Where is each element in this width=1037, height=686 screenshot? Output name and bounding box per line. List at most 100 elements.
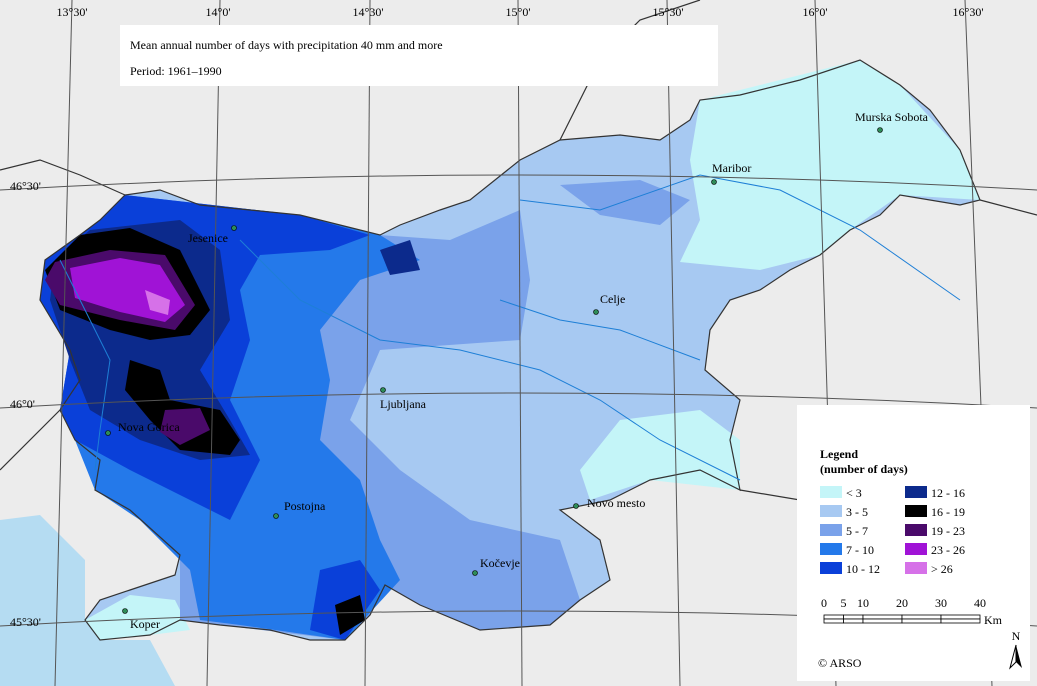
scale-bar: 0 5 10 20 30 40 Km <box>821 596 1003 627</box>
city-label: Kočevje <box>480 556 520 570</box>
region <box>125 360 240 455</box>
scale-tick-label: 10 <box>857 596 869 610</box>
legend-swatch <box>820 543 842 555</box>
river <box>499 299 701 361</box>
city-label: Koper <box>130 617 160 631</box>
legend-label: > 26 <box>931 562 953 576</box>
region <box>160 408 210 445</box>
city-marker <box>472 570 478 576</box>
legend-label: 23 - 26 <box>931 543 965 557</box>
city-label: Postojna <box>284 499 326 513</box>
region <box>680 60 980 270</box>
longitude-labels: 13°30' 14°0' 14°30' 15°0' 15°30' 16°0' 1… <box>57 5 984 19</box>
scale-segment <box>901 618 942 624</box>
legend-items: < 3 3 - 5 5 - 7 7 - 10 10 - 12 12 - 16 16 - 19… <box>820 486 965 576</box>
scale-tick-label: 30 <box>935 596 947 610</box>
longitude-label: 15°30' <box>653 5 684 19</box>
scale-segment <box>940 614 981 620</box>
scale-segment <box>823 614 844 620</box>
scale-segment <box>862 614 903 620</box>
city-label: Maribor <box>712 161 751 175</box>
border <box>979 199 1037 216</box>
scale-unit: Km <box>984 613 1003 627</box>
country-border <box>39 59 981 641</box>
north-arrow <box>1016 645 1022 668</box>
city-marker <box>122 608 128 614</box>
region <box>580 410 740 500</box>
legend-swatch <box>905 486 927 498</box>
legend-label: 19 - 23 <box>931 524 965 538</box>
city-marker <box>380 387 386 393</box>
legend-label: 10 - 12 <box>846 562 880 576</box>
legend-label: < 3 <box>846 486 862 500</box>
scale-tick-label: 5 <box>841 596 847 610</box>
legend-label: 12 - 16 <box>931 486 965 500</box>
scale-segment <box>823 618 844 624</box>
city-marker <box>573 503 579 509</box>
river <box>59 259 111 471</box>
scale-tick-label: 40 <box>974 596 986 610</box>
legend-swatch <box>820 562 842 574</box>
scale-segment <box>862 618 903 624</box>
scale-segment <box>843 614 864 620</box>
legend-label: 5 - 7 <box>846 524 868 538</box>
legend-swatch <box>820 486 842 498</box>
city-label: Celje <box>600 292 625 306</box>
legend-swatch <box>820 505 842 517</box>
longitude-label: 16°30' <box>953 5 984 19</box>
city-marker <box>593 309 599 315</box>
latitude-label: 45°30' <box>10 615 41 629</box>
region <box>380 240 420 275</box>
legend-label: 3 - 5 <box>846 505 868 519</box>
longitude-label: 15°0' <box>506 5 531 19</box>
title-box <box>120 25 718 86</box>
river <box>519 174 961 301</box>
river <box>239 239 741 481</box>
latitude-label: 46°0' <box>10 397 35 411</box>
longitude-label: 16°0' <box>803 5 828 19</box>
longitude-label: 14°30' <box>353 5 384 19</box>
city-marker <box>877 127 883 133</box>
meridian <box>517 0 523 686</box>
region <box>310 560 380 640</box>
scale-tick-label: 20 <box>896 596 908 610</box>
legend-swatch <box>905 562 927 574</box>
legend-subtitle: (number of days) <box>820 462 908 476</box>
latitude-label: 46°30' <box>10 179 41 193</box>
sea <box>0 515 175 686</box>
subtitle: Period: 1961–1990 <box>130 64 222 78</box>
city-marker <box>711 179 717 185</box>
scale-segment <box>940 618 981 624</box>
city-marker <box>273 513 279 519</box>
city-label: Novo mesto <box>587 496 645 510</box>
city-markers <box>105 127 883 614</box>
legend-label: 16 - 19 <box>931 505 965 519</box>
longitude-label: 13°30' <box>57 5 88 19</box>
parallel <box>0 174 1037 191</box>
border <box>0 409 61 471</box>
city-label: Nova Gorica <box>118 420 180 434</box>
legend-swatch <box>905 505 927 517</box>
meridian <box>666 0 681 686</box>
scale-segment <box>843 618 864 624</box>
city-marker <box>231 225 237 231</box>
region <box>560 180 690 225</box>
city-label: Ljubljana <box>380 397 427 411</box>
region <box>335 595 365 635</box>
city-marker <box>105 430 111 436</box>
legend-swatch <box>820 524 842 536</box>
legend-swatch <box>905 524 927 536</box>
parallel <box>0 392 1037 409</box>
legend-swatch <box>905 543 927 555</box>
copyright: © ARSO <box>818 656 862 670</box>
scale-tick-label: 0 <box>821 596 827 610</box>
city-label: Jesenice <box>188 231 228 245</box>
meridian <box>206 0 221 686</box>
meridian <box>364 0 371 686</box>
legend-label: 7 - 10 <box>846 543 874 557</box>
north-label: N <box>1012 629 1021 643</box>
legend-title: Legend <box>820 447 858 461</box>
title: Mean annual number of days with precipit… <box>130 38 443 52</box>
